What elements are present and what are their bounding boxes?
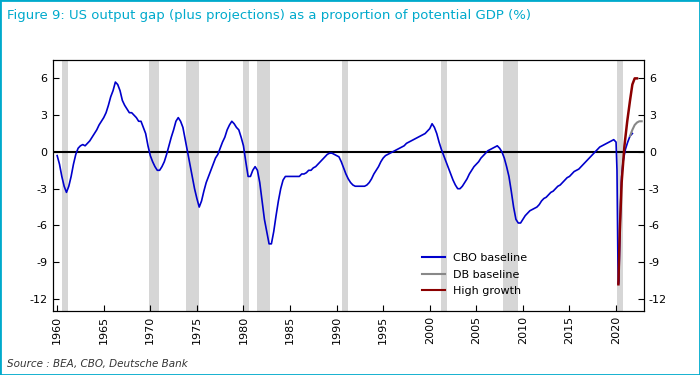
Bar <box>186 60 199 311</box>
Text: Source : BEA, CBO, Deutsche Bank: Source : BEA, CBO, Deutsche Bank <box>7 359 188 369</box>
Bar <box>62 60 69 311</box>
Text: Figure 9: US output gap (plus projections) as a proportion of potential GDP (%): Figure 9: US output gap (plus projection… <box>7 9 531 22</box>
Bar <box>258 60 270 311</box>
Bar <box>441 60 447 311</box>
Bar <box>617 60 622 311</box>
Bar <box>244 60 249 311</box>
Bar <box>342 60 348 311</box>
Legend: CBO baseline, DB baseline, High growth: CBO baseline, DB baseline, High growth <box>418 249 532 301</box>
Bar <box>503 60 518 311</box>
Bar <box>149 60 159 311</box>
